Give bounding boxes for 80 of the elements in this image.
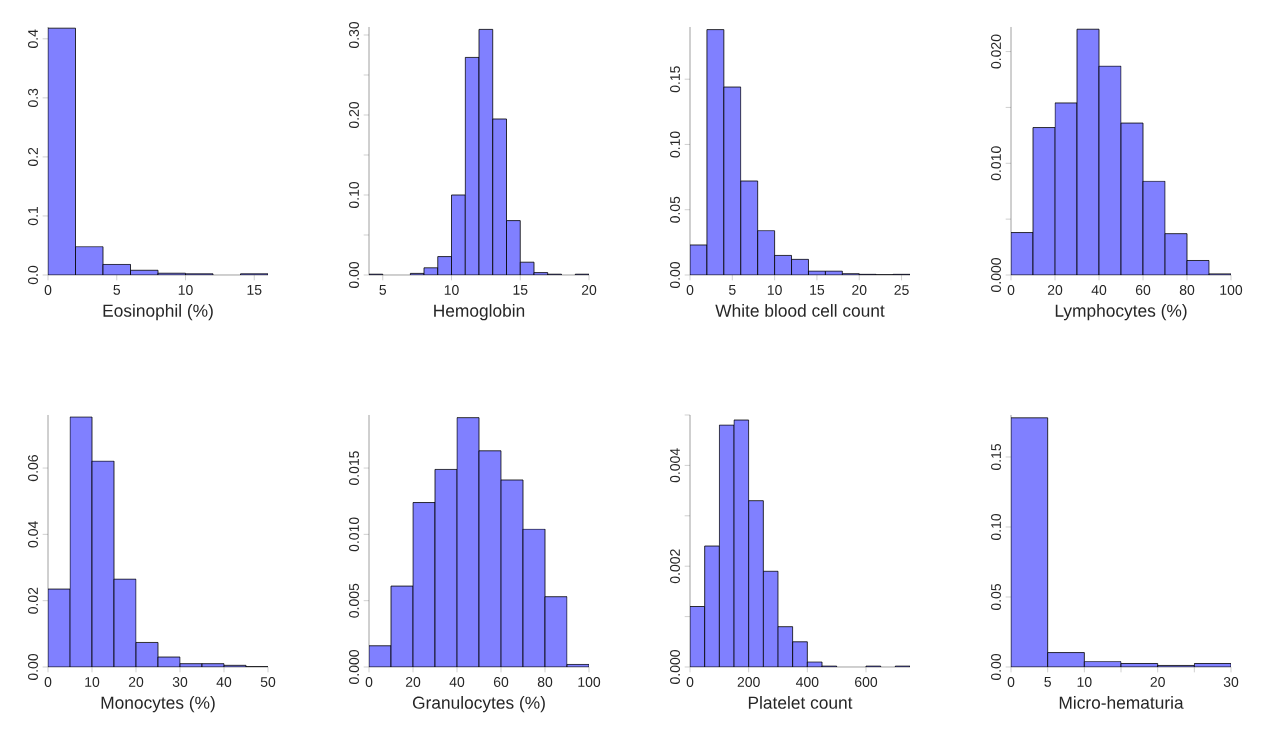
x-axis-title: Granulocytes (%) (412, 696, 545, 713)
x-tick-label: 20 (1047, 285, 1063, 295)
y-tick-label: 0.000 (991, 258, 1001, 292)
x-axis-title: White blood cell count (715, 304, 885, 317)
x-tick-label: 10 (85, 677, 100, 687)
x-tick-label: 60 (493, 677, 509, 687)
x-tick-label: 5 (113, 285, 121, 295)
x-tick-label: 5 (379, 285, 387, 295)
y-tick-label: 0.020 (991, 34, 1001, 69)
x-tick-label: 0 (686, 677, 694, 687)
x-tick-label: 20 (581, 285, 597, 295)
x-tick-label: 80 (537, 677, 553, 687)
y-tick-label: 0.15 (670, 66, 680, 93)
y-tick-label: 0.010 (349, 517, 359, 552)
x-tick-label: 40 (1091, 285, 1107, 295)
x-tick-label: 25 (894, 285, 909, 295)
x-tick-label: 50 (260, 677, 276, 687)
x-tick-label: 600 (855, 677, 878, 687)
x-tick-label: 20 (852, 285, 867, 295)
x-axis-title: Lymphocytes (%) (1055, 304, 1187, 321)
x-tick-label: 40 (449, 677, 465, 687)
x-tick-label: 10 (767, 285, 782, 295)
y-tick-label: 0.00 (349, 261, 359, 289)
x-tick-label: 0 (1007, 285, 1015, 295)
x-tick-label: 40 (216, 677, 232, 687)
y-tick-label: 0.000 (349, 650, 359, 684)
x-tick-label: 0 (365, 677, 373, 687)
x-axis-title: Eosinophil (%) (103, 304, 213, 321)
x-tick-label: 10 (1077, 677, 1092, 687)
y-tick-label: 0.00 (991, 653, 1001, 681)
y-tick-label: 0.00 (28, 653, 38, 681)
y-tick-label: 0.010 (991, 146, 1001, 181)
x-tick-label: 100 (1220, 285, 1243, 295)
x-tick-label: 20 (405, 677, 421, 687)
x-tick-label: 5 (728, 285, 736, 295)
x-tick-label: 0 (44, 677, 52, 687)
x-tick-label: 200 (737, 677, 760, 687)
x-tick-label: 0 (686, 285, 694, 295)
x-tick-label: 400 (795, 677, 819, 687)
y-tick-label: 0.0 (28, 265, 38, 285)
x-tick-label: 20 (1150, 677, 1165, 687)
y-tick-label: 0.005 (349, 583, 359, 618)
y-tick-label: 0.06 (28, 455, 38, 482)
y-tick-label: 0.10 (349, 181, 359, 209)
y-tick-label: 0.04 (28, 521, 38, 548)
y-tick-label: 0.30 (349, 21, 359, 49)
y-tick-label: 0.05 (670, 196, 680, 223)
x-axis-title: Hemoglobin (434, 304, 525, 321)
y-tick-label: 0.4 (28, 29, 38, 48)
x-tick-label: 60 (1135, 285, 1151, 295)
y-tick-label: 0.05 (991, 583, 1001, 611)
x-tick-label: 0 (1007, 677, 1015, 687)
y-tick-label: 0.004 (670, 448, 680, 483)
x-tick-label: 5 (1044, 677, 1051, 687)
y-tick-label: 0.10 (991, 513, 1001, 541)
x-tick-label: 15 (513, 285, 528, 295)
x-tick-label: 100 (578, 677, 601, 687)
x-tick-label: 0 (44, 285, 52, 295)
y-tick-label: 0.15 (991, 443, 1001, 471)
x-tick-label: 15 (247, 285, 262, 295)
x-tick-label: 80 (1179, 285, 1195, 295)
y-tick-label: 0.00 (670, 261, 680, 289)
x-axis-title: Monocytes (%) (101, 696, 215, 713)
x-axis-title: Micro-hematuria (1059, 696, 1184, 709)
y-tick-label: 0.02 (28, 587, 38, 614)
y-tick-label: 0.3 (28, 88, 38, 108)
y-tick-label: 0.015 (349, 451, 359, 486)
y-tick-label: 0.002 (670, 549, 680, 584)
x-tick-label: 10 (444, 285, 459, 295)
x-tick-label: 10 (178, 285, 193, 295)
y-tick-label: 0.20 (349, 101, 359, 129)
x-tick-label: 15 (810, 285, 825, 295)
y-tick-label: 0.000 (670, 650, 680, 684)
x-axis-title: Platelet count (748, 696, 853, 709)
y-tick-label: 0.2 (28, 147, 38, 167)
x-tick-label: 30 (172, 677, 188, 687)
y-tick-label: 0.1 (28, 206, 38, 226)
x-tick-label: 30 (1223, 677, 1239, 687)
x-tick-label: 20 (128, 677, 144, 687)
y-tick-label: 0.10 (670, 131, 680, 158)
